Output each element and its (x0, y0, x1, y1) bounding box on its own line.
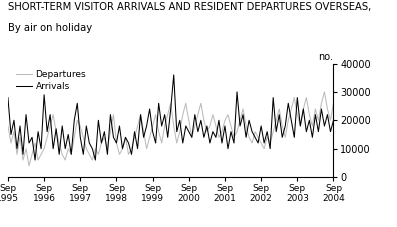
Arrivals (187, 130, 191, 133)
Departures (331, 102, 336, 105)
Arrivals (189, 136, 194, 139)
Departures (33, 142, 37, 144)
Arrivals (117, 125, 122, 127)
Departures (187, 119, 191, 122)
Line: Arrivals: Arrivals (8, 75, 333, 160)
Legend: Departures, Arrivals: Departures, Arrivals (16, 70, 86, 91)
Arrivals (99, 142, 104, 144)
Departures (322, 91, 327, 93)
Departures (27, 164, 31, 167)
Departures (117, 153, 122, 156)
Arrivals (172, 74, 176, 76)
Departures (223, 119, 227, 122)
Departures (6, 125, 10, 127)
Line: Departures: Departures (8, 92, 333, 166)
Text: no.: no. (318, 52, 333, 62)
Arrivals (331, 119, 336, 122)
Text: By air on holiday: By air on holiday (8, 23, 92, 33)
Text: SHORT-TERM VISITOR ARRIVALS AND RESIDENT DEPARTURES OVERSEAS,: SHORT-TERM VISITOR ARRIVALS AND RESIDENT… (8, 2, 371, 12)
Arrivals (33, 159, 37, 161)
Departures (99, 142, 104, 144)
Arrivals (6, 96, 10, 99)
Arrivals (30, 136, 35, 139)
Departures (183, 102, 188, 105)
Arrivals (225, 147, 230, 150)
